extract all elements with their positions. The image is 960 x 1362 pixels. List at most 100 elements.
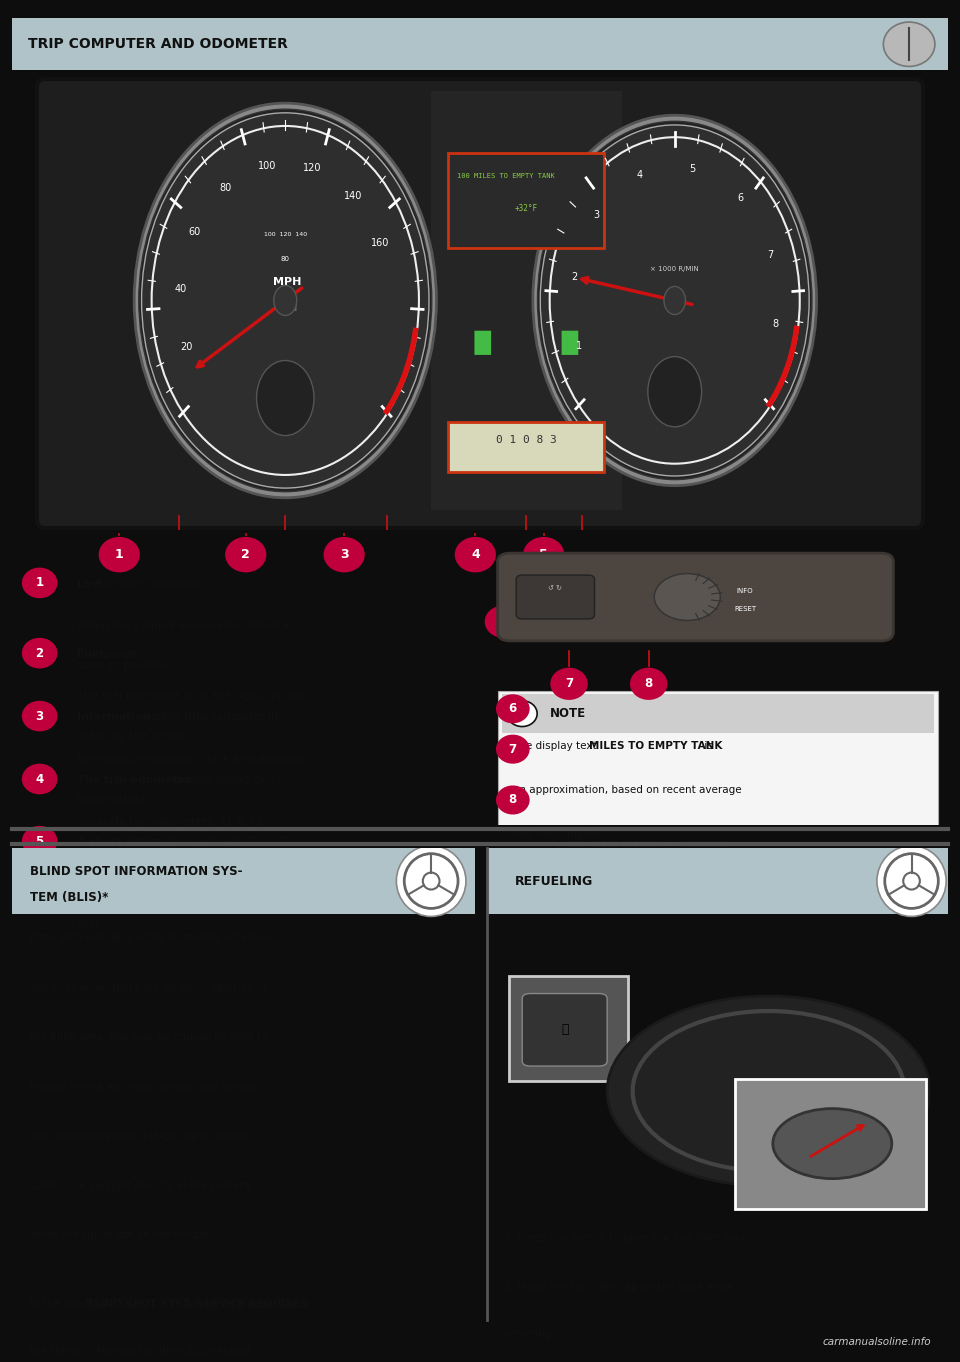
Text: to display or erase a message.: to display or erase a message.: [578, 706, 753, 715]
Text: 4: 4: [36, 772, 44, 786]
Text: A long press resets all functions.: A long press resets all functions.: [550, 839, 732, 849]
FancyBboxPatch shape: [36, 79, 924, 528]
Text: Information: Information: [77, 712, 151, 722]
Text: display (trip computer in-: display (trip computer in-: [137, 712, 282, 722]
Circle shape: [141, 113, 429, 488]
Text: 7: 7: [509, 742, 516, 756]
FancyBboxPatch shape: [431, 91, 622, 509]
Circle shape: [648, 357, 702, 426]
Text: eter.: eter.: [77, 919, 103, 929]
Text: the blind area, this may be caused by light re-: the blind area, this may be caused by li…: [30, 1032, 272, 1042]
Text: 3: 3: [36, 710, 44, 723]
FancyBboxPatch shape: [497, 553, 894, 642]
Circle shape: [22, 637, 58, 669]
Text: A short press: A short press: [77, 838, 160, 847]
Text: 8: 8: [772, 319, 779, 328]
Circle shape: [324, 537, 365, 572]
Text: 100: 100: [258, 161, 276, 170]
Text: NOTE: NOTE: [550, 707, 587, 720]
Text: 160: 160: [372, 237, 390, 248]
FancyBboxPatch shape: [734, 1079, 925, 1208]
Text: 80: 80: [219, 184, 231, 193]
Text: +32°F: +32°F: [515, 203, 538, 212]
Text: 20: 20: [180, 342, 193, 353]
FancyBboxPatch shape: [516, 575, 594, 618]
Polygon shape: [474, 319, 510, 355]
FancyBboxPatch shape: [498, 691, 938, 859]
FancyBboxPatch shape: [448, 153, 604, 248]
Text: 100  120  140: 100 120 140: [264, 233, 307, 237]
Text: 120: 120: [303, 163, 322, 173]
Text: TEM (BLIS)*: TEM (BLIS)*: [30, 891, 108, 904]
Text: × 1000 R/MIN: × 1000 R/MIN: [650, 266, 699, 272]
Text: 2: 2: [36, 647, 44, 659]
Text: In the event of a fault,: In the event of a fault,: [30, 1299, 150, 1309]
Text: display shows two: display shows two: [170, 775, 275, 785]
Text: Fuel: Fuel: [77, 650, 104, 659]
FancyBboxPatch shape: [12, 849, 475, 914]
Text: flected from a wet road surface, the vehicle’s: flected from a wet road surface, the veh…: [30, 1081, 268, 1091]
Text: REFUELING: REFUELING: [515, 874, 592, 888]
Circle shape: [496, 786, 530, 814]
Text: to show trip computer information: to show trip computer information: [572, 746, 767, 756]
Text: 8: 8: [509, 794, 516, 806]
Text: MPH: MPH: [273, 276, 301, 286]
Text: The fuel filler door is on the right, as indi-: The fuel filler door is on the right, as…: [77, 691, 309, 701]
Text: RESET: RESET: [733, 606, 756, 612]
Circle shape: [455, 537, 496, 572]
Circle shape: [22, 700, 58, 731]
Text: 40: 40: [175, 283, 187, 294]
Text: Press: Press: [550, 706, 585, 715]
Text: 80: 80: [280, 256, 290, 262]
Circle shape: [540, 125, 809, 475]
Text: 6: 6: [499, 616, 508, 628]
Circle shape: [22, 568, 58, 598]
Circle shape: [139, 109, 432, 492]
Text: 3: 3: [340, 548, 348, 561]
Text: 100 MILES TO EMPTY TANK: 100 MILES TO EMPTY TANK: [457, 173, 555, 180]
Text: 5: 5: [36, 835, 44, 847]
FancyBboxPatch shape: [501, 695, 934, 733]
Circle shape: [655, 573, 720, 621]
Text: the Owner’s Manual for other BLIS-related: the Owner’s Manual for other BLIS-relate…: [30, 1346, 250, 1357]
Text: 0 1 0 8 3: 0 1 0 8 3: [496, 434, 557, 444]
Circle shape: [274, 286, 297, 316]
Circle shape: [496, 734, 530, 764]
Ellipse shape: [883, 22, 935, 67]
Text: 6: 6: [509, 703, 516, 715]
Text: 60: 60: [188, 227, 201, 237]
Text: 🔒: 🔒: [561, 1023, 568, 1036]
Circle shape: [533, 116, 817, 486]
Circle shape: [22, 825, 58, 857]
Text: will be displayed. See: will be displayed. See: [182, 1299, 299, 1309]
Text: 1: 1: [576, 340, 582, 351]
Text: 5: 5: [540, 548, 548, 561]
Text: i: i: [520, 708, 523, 719]
Text: BLIND SPOT INFORMATION SYS-: BLIND SPOT INFORMATION SYS-: [30, 865, 243, 877]
Text: 4: 4: [636, 170, 643, 180]
Text: soon as possible.: soon as possible.: [77, 661, 172, 671]
FancyBboxPatch shape: [510, 977, 629, 1081]
Text: is: is: [702, 741, 713, 750]
Text: KM/H: KM/H: [277, 304, 298, 312]
Text: 4: 4: [471, 548, 480, 561]
Circle shape: [152, 125, 419, 475]
Text: 2: 2: [571, 272, 577, 282]
Text: 8: 8: [644, 677, 653, 691]
Circle shape: [876, 846, 947, 917]
Text: 1: 1: [36, 576, 44, 590]
Text: an approximation, based on recent average: an approximation, based on recent averag…: [513, 786, 741, 795]
Circle shape: [664, 286, 685, 315]
Text: surface, or sunlight directly in the camera: surface, or sunlight directly in the cam…: [30, 1181, 250, 1190]
Text: ↺ ↻: ↺ ↻: [548, 586, 563, 591]
Text: ally even when there are no other vehicles in: ally even when there are no other vehicl…: [30, 982, 266, 993]
Text: 6: 6: [737, 193, 743, 203]
Circle shape: [607, 996, 930, 1186]
Circle shape: [256, 361, 314, 436]
FancyBboxPatch shape: [12, 18, 948, 71]
Text: A short press: A short press: [550, 797, 634, 806]
Text: temperature).: temperature).: [77, 794, 156, 805]
Text: TRIP COMPUTER AND ODOMETER: TRIP COMPUTER AND ODOMETER: [29, 37, 288, 52]
Text: 1: 1: [115, 548, 124, 561]
Text: When the symbol illuminates, refuel as: When the symbol illuminates, refuel as: [77, 621, 296, 631]
